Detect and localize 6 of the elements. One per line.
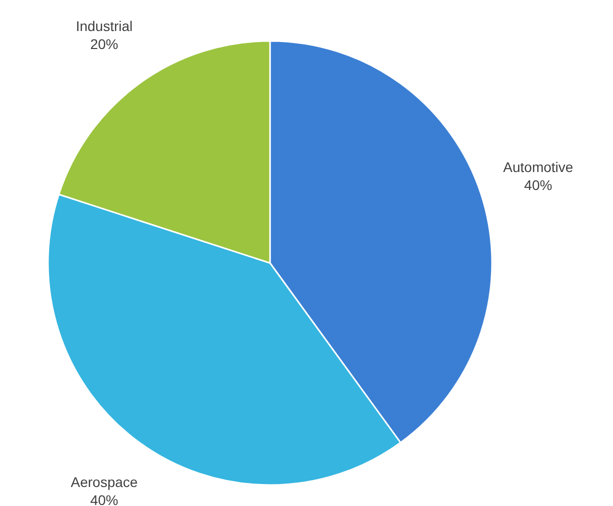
data-label: 20% [90,36,118,52]
data-label: 40% [524,176,552,193]
data-label: 40% [90,492,118,506]
slice-label: Industrial [76,18,133,34]
slice-label: Aerospace [70,474,138,490]
slice-label: Automotive [503,158,574,175]
